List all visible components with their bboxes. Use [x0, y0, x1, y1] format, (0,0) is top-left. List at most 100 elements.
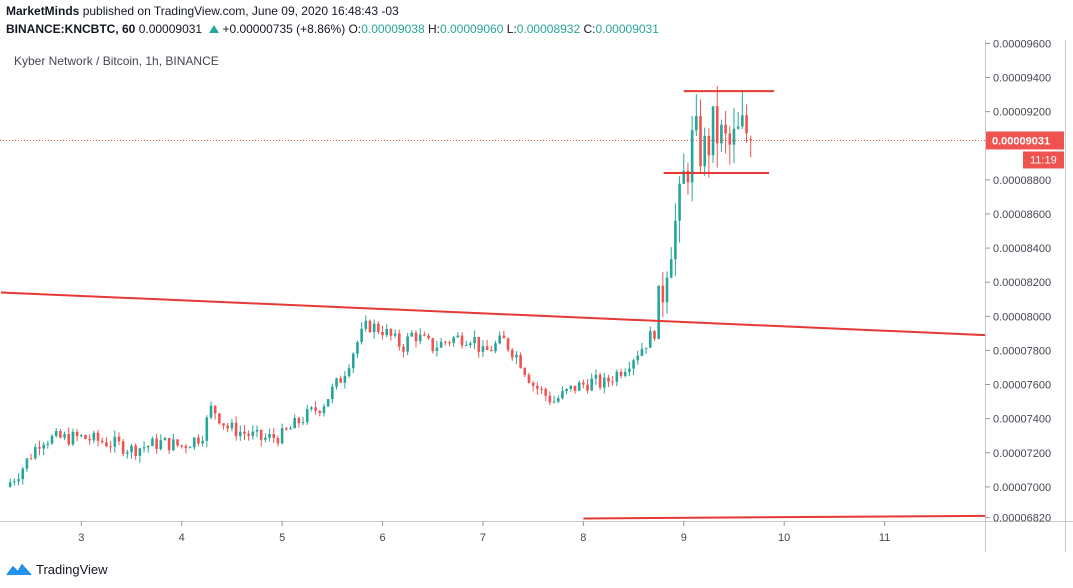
- candle-body: [184, 446, 188, 448]
- lower-trendline: [583, 514, 986, 520]
- candle-body: [84, 435, 87, 439]
- candle-body: [205, 417, 209, 441]
- candle-body: [71, 431, 75, 445]
- candle-body: [611, 381, 614, 383]
- candle-body: [318, 410, 322, 414]
- x-tick-label: 6: [379, 532, 385, 544]
- x-tick-label: 8: [580, 532, 586, 544]
- candle-body: [272, 434, 276, 438]
- candle-body: [285, 428, 288, 430]
- candle-body: [356, 342, 359, 354]
- candle-body: [556, 398, 560, 402]
- candle-body: [351, 353, 355, 369]
- candle-body: [552, 401, 556, 403]
- candle-body: [544, 389, 548, 396]
- x-tick-label: 9: [681, 532, 687, 544]
- candle-body: [201, 440, 204, 444]
- descending-trendline: [0, 291, 986, 337]
- candle-body: [17, 479, 20, 482]
- candle-body: [163, 438, 167, 441]
- candle-body: [322, 406, 326, 414]
- x-tick-label: 10: [778, 532, 790, 544]
- candle-body: [473, 337, 476, 344]
- candle-body: [339, 378, 342, 383]
- candle-body: [523, 368, 527, 375]
- candle-body: [142, 447, 146, 449]
- close-label: C:: [583, 22, 596, 36]
- candle-body: [218, 413, 221, 424]
- price-chart[interactable]: 0.00009600 0.00009400 0.00009200 0.00008800…: [0, 38, 1073, 552]
- low-label: L:: [506, 22, 517, 36]
- candle-body: [92, 432, 96, 441]
- candle-body: [42, 444, 45, 449]
- candle-body: [732, 128, 736, 145]
- candle-body: [569, 385, 573, 390]
- candle-body: [695, 115, 698, 131]
- y-tick-label: 0.00008600: [993, 209, 1051, 221]
- tradingview-branding[interactable]: TradingView: [6, 562, 108, 577]
- low-value: 0.00008932: [516, 22, 581, 36]
- candle-body: [686, 170, 690, 183]
- candle-body: [715, 106, 719, 144]
- candle-body: [477, 337, 481, 352]
- candle-body: [435, 347, 439, 351]
- candle-body: [498, 335, 501, 344]
- candle-body: [548, 395, 552, 403]
- candle-body: [305, 408, 309, 423]
- candle-body: [644, 347, 648, 349]
- candle-body: [377, 323, 380, 332]
- candle-body: [598, 374, 602, 388]
- candle-body: [331, 386, 334, 400]
- candle-body: [628, 368, 631, 372]
- y-tick-label: 0.00009600: [993, 40, 1051, 50]
- candle-body: [80, 435, 83, 437]
- candle-body: [582, 382, 585, 385]
- open-value: 0.00009038: [361, 22, 425, 36]
- candle-body: [33, 447, 37, 459]
- candle-body: [155, 438, 158, 449]
- candle-body: [226, 425, 230, 429]
- candle-body: [96, 432, 100, 441]
- candle-body: [280, 428, 284, 444]
- candle-body: [347, 368, 351, 377]
- candle-body: [728, 133, 732, 145]
- candle-body: [297, 418, 301, 424]
- candle-body: [176, 439, 179, 446]
- candle-body: [607, 377, 610, 382]
- candle-body: [665, 277, 669, 303]
- candle-body: [481, 346, 485, 352]
- candle-body: [38, 447, 41, 449]
- author-name[interactable]: MarketMinds: [6, 4, 80, 18]
- candle-body: [736, 126, 740, 129]
- candle-body: [264, 437, 267, 440]
- candle-body: [536, 385, 539, 389]
- candle-body: [172, 439, 175, 451]
- y-tick-label: 0.00007200: [993, 448, 1051, 460]
- candle-body: [406, 336, 409, 352]
- candle-body: [209, 405, 213, 418]
- candle-body: [289, 428, 292, 430]
- candle-body: [657, 285, 660, 339]
- candle-body: [410, 332, 414, 337]
- y-tick-label: 0.00007600: [993, 380, 1051, 392]
- candle-body: [431, 338, 435, 351]
- candle-body: [619, 371, 623, 376]
- candle-body: [50, 436, 54, 444]
- candle-body: [661, 285, 665, 303]
- last-price-tag: [986, 131, 1064, 150]
- candle-body: [443, 341, 447, 343]
- x-tick-label: 3: [78, 532, 84, 544]
- candle-body: [519, 354, 522, 369]
- publish-info: MarketMinds published on TradingView.com…: [6, 4, 399, 18]
- candle-body: [326, 399, 330, 407]
- high-label: H:: [427, 22, 440, 36]
- chart-area[interactable]: 0.00009600 0.00009400 0.00009200 0.00008800…: [0, 38, 1073, 552]
- candle-body: [389, 329, 393, 336]
- candle-body: [213, 405, 217, 414]
- candle-body: [188, 447, 192, 449]
- x-tick-label: 4: [179, 532, 185, 544]
- candle-body: [439, 341, 443, 348]
- tradingview-logo-icon: [6, 563, 32, 576]
- candle-body: [146, 446, 150, 448]
- candle-body: [364, 320, 368, 329]
